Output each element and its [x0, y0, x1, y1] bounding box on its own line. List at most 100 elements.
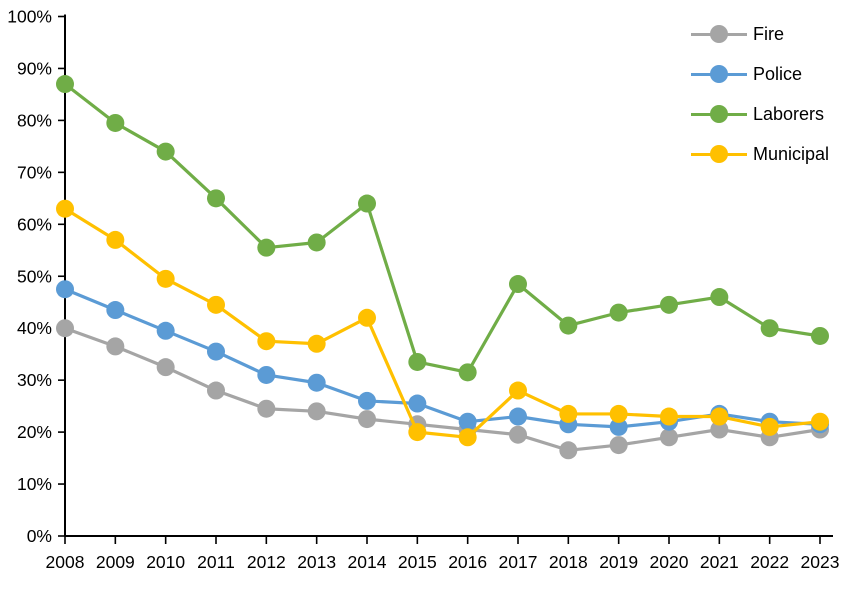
legend-swatch-fire: [691, 25, 747, 43]
data-point-police-2017: [509, 407, 527, 426]
x-axis-label: 2016: [448, 552, 487, 572]
data-point-fire-2019: [609, 436, 628, 455]
data-point-municipal-2011: [207, 295, 225, 314]
x-axis-label: 2020: [650, 552, 689, 572]
data-point-municipal-2015: [408, 423, 427, 442]
legend-swatch-police: [691, 65, 747, 83]
data-point-fire-2020: [660, 428, 678, 447]
y-axis-label: 50%: [17, 266, 52, 286]
y-axis-label: 90%: [17, 58, 52, 78]
data-point-laborers-2018: [559, 316, 578, 335]
y-axis-label: 20%: [17, 422, 52, 442]
data-point-police-2013: [307, 373, 326, 392]
data-point-municipal-2016: [458, 428, 477, 447]
legend-label: Municipal: [753, 143, 830, 164]
data-point-municipal-2023: [811, 412, 829, 431]
x-axis-label: 2017: [499, 552, 538, 572]
data-point-police-2014: [358, 391, 376, 410]
data-point-police-2009: [106, 301, 125, 320]
legend-marker-icon: [710, 25, 728, 43]
x-axis-label: 2018: [549, 552, 588, 572]
x-axis-label: 2008: [46, 552, 85, 572]
data-point-laborers-2017: [509, 275, 527, 294]
data-point-laborers-2013: [307, 233, 326, 252]
legend-label: Fire: [753, 23, 784, 44]
data-point-laborers-2008: [56, 75, 74, 94]
y-axis-label: 0%: [27, 526, 52, 546]
data-point-laborers-2014: [358, 194, 376, 213]
data-point-municipal-2009: [106, 230, 125, 249]
legend-label: Police: [753, 63, 803, 84]
x-axis-label: 2023: [801, 552, 840, 572]
data-point-municipal-2019: [609, 404, 628, 423]
data-point-police-2016: [458, 412, 477, 431]
x-axis-label: 2014: [348, 552, 387, 572]
x-axis-label: 2022: [750, 552, 789, 572]
y-axis-label: 30%: [17, 370, 52, 390]
data-point-municipal-2008: [56, 199, 74, 218]
data-point-municipal-2018: [559, 404, 578, 423]
legend-swatch-laborers: [691, 105, 747, 123]
data-point-laborers-2021: [710, 288, 729, 307]
data-point-laborers-2010: [156, 142, 175, 161]
data-point-police-2012: [257, 365, 276, 384]
series-line-fire: [63, 326, 822, 452]
legend-marker-icon: [710, 65, 728, 83]
data-point-fire-2011: [207, 381, 225, 400]
data-point-laborers-2020: [660, 295, 678, 314]
chart-legend: Fire Police Laborers Municipal: [691, 14, 829, 174]
series-line-municipal: [63, 207, 822, 439]
data-point-municipal-2014: [358, 308, 376, 327]
data-point-police-2015: [408, 394, 427, 413]
data-point-police-2008: [56, 280, 74, 299]
data-point-municipal-2012: [257, 332, 276, 351]
data-point-laborers-2019: [609, 303, 628, 322]
data-point-fire-2008: [56, 319, 74, 338]
data-point-fire-2012: [257, 399, 276, 418]
data-point-fire-2021: [710, 420, 729, 439]
data-point-fire-2010: [156, 358, 175, 377]
legend-marker-icon: [710, 145, 728, 163]
x-axis-label: 2019: [599, 552, 638, 572]
x-axis-label: 2009: [96, 552, 135, 572]
y-axis-label: 100%: [7, 7, 52, 27]
data-point-police-2019: [609, 417, 628, 436]
series-line-laborers: [63, 82, 822, 374]
y-axis-label: 40%: [17, 318, 52, 338]
y-axis-label: 10%: [17, 474, 52, 494]
legend-swatch-municipal: [691, 145, 747, 163]
data-point-fire-2018: [559, 441, 578, 460]
data-point-police-2011: [207, 342, 225, 361]
data-point-municipal-2010: [156, 269, 175, 288]
data-point-municipal-2017: [509, 381, 527, 400]
legend-item-fire: Fire: [691, 14, 829, 54]
data-point-municipal-2013: [307, 334, 326, 353]
data-point-laborers-2015: [408, 352, 427, 371]
data-point-laborers-2009: [106, 113, 125, 132]
data-point-fire-2014: [358, 410, 376, 429]
data-point-fire-2009: [106, 337, 125, 356]
y-axis-label: 70%: [17, 162, 52, 182]
data-point-municipal-2022: [760, 417, 779, 436]
x-axis-label: 2013: [297, 552, 336, 572]
x-axis-label: 2012: [247, 552, 286, 572]
data-point-laborers-2023: [811, 326, 829, 345]
data-point-police-2010: [156, 321, 175, 340]
data-point-laborers-2012: [257, 238, 276, 257]
legend-item-police: Police: [691, 54, 829, 94]
data-point-laborers-2022: [760, 319, 779, 338]
x-axis-label: 2015: [398, 552, 437, 572]
data-point-fire-2017: [509, 425, 527, 444]
data-point-fire-2013: [307, 402, 326, 421]
x-axis-label: 2010: [146, 552, 185, 572]
y-axis-label: 60%: [17, 214, 52, 234]
data-point-municipal-2021: [710, 407, 729, 426]
legend-marker-icon: [710, 105, 728, 123]
data-point-laborers-2011: [207, 189, 225, 208]
legend-label: Laborers: [753, 103, 825, 124]
data-point-municipal-2020: [660, 407, 678, 426]
x-axis-label: 2011: [197, 552, 235, 572]
data-point-laborers-2016: [458, 363, 477, 382]
x-axis-label: 2021: [700, 552, 739, 572]
